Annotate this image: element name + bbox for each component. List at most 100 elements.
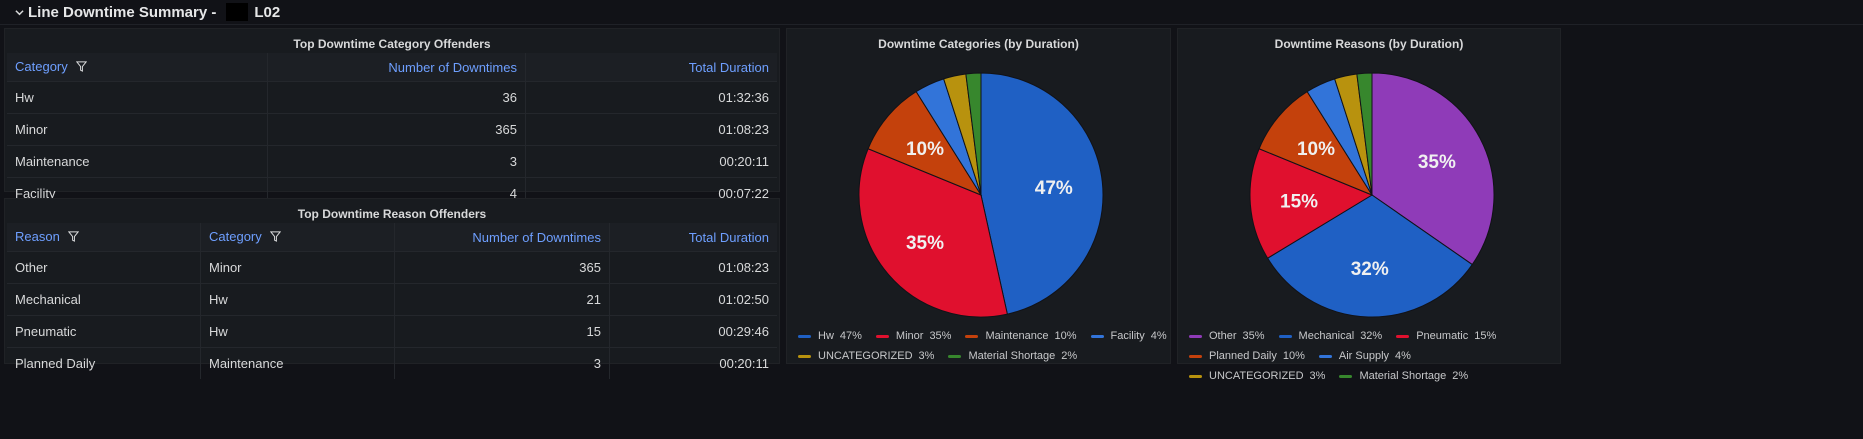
slice-label: 35%	[906, 233, 944, 254]
legend-swatch	[1090, 334, 1104, 338]
downtime-categories-panel: Downtime Categories (by Duration) 47% 35%…	[786, 28, 1171, 364]
pie-slice-material-shortage[interactable]	[965, 72, 982, 196]
legend-label: Facility	[1110, 330, 1145, 342]
column-header-total-duration[interactable]: Total Duration	[609, 223, 777, 252]
legend-percent: 2%	[1061, 350, 1078, 362]
legend-item[interactable]: Mechanical 32%	[1278, 330, 1383, 342]
legend-item[interactable]: Material Shortage 2%	[948, 350, 1077, 362]
table-cell: 21	[394, 283, 610, 316]
legend-percent: 10%	[1054, 330, 1077, 342]
table-header-row: Category Number of Downtimes Total Durat…	[7, 53, 777, 82]
legend-label: UNCATEGORIZED	[818, 350, 913, 362]
table-cell: Planned Daily	[7, 347, 201, 379]
table-row[interactable]: Hw 36 01:32:36	[7, 81, 777, 114]
legend-item[interactable]: Pneumatic 15%	[1396, 330, 1496, 342]
legend-item[interactable]: Facility 4%	[1090, 330, 1167, 342]
slice-label: 47%	[1035, 178, 1073, 199]
column-header-total-duration[interactable]: Total Duration	[525, 53, 777, 82]
legend-item[interactable]: Planned Daily 10%	[1189, 350, 1305, 362]
legend-item[interactable]: Other 35%	[1189, 330, 1265, 342]
downtime-reasons-panel: Downtime Reasons (by Duration) 35% 32% 15%…	[1177, 28, 1561, 382]
table-row[interactable]: Minor 365 01:08:23	[7, 113, 777, 146]
pie-slice-planned-daily[interactable]	[1258, 90, 1374, 197]
table-cell: Pneumatic	[7, 315, 201, 348]
legend-item[interactable]: UNCATEGORIZED 3%	[1189, 370, 1325, 382]
table-cell: 00:29:46	[609, 315, 777, 348]
panel-title: Top Downtime Reason Offenders	[297, 207, 487, 221]
legend-swatch	[965, 334, 979, 338]
table-cell: Maintenance	[7, 145, 268, 178]
column-header-number-of-downtimes[interactable]: Number of Downtimes	[267, 53, 526, 82]
legend-item[interactable]: Hw 47%	[798, 330, 862, 342]
filter-icon[interactable]	[270, 230, 282, 245]
column-header-reason[interactable]: Reason	[7, 223, 201, 252]
slice-label: 32%	[1351, 259, 1389, 280]
pie-slice-maintenance[interactable]	[867, 90, 983, 197]
legend-categories: Hw 47% Minor 35% Maintenance 10% Facility 4% UNC…	[798, 330, 1168, 362]
legend-item[interactable]: UNCATEGORIZED 3%	[798, 350, 934, 362]
table-cell: Mechanical	[7, 283, 201, 316]
table-header-row: Reason Category Number of Downtimes Tota…	[7, 223, 777, 252]
column-header-number-of-downtimes[interactable]: Number of Downtimes	[394, 223, 610, 252]
table-row[interactable]: Other Minor 365 01:08:23	[7, 251, 777, 284]
table-cell: Hw	[200, 315, 395, 348]
legend-percent: 4%	[1395, 350, 1411, 362]
legend-item[interactable]: Minor 35%	[875, 330, 952, 342]
legend-percent: 10%	[1282, 350, 1305, 362]
legend-percent: 3%	[918, 350, 935, 362]
line-name: L02	[254, 3, 281, 21]
legend-label: Minor	[895, 330, 924, 342]
chevron-down-icon[interactable]	[12, 5, 26, 19]
legend-item[interactable]: Maintenance 10%	[965, 330, 1077, 342]
legend-swatch	[875, 334, 889, 338]
table-cell: Maintenance	[200, 347, 395, 379]
pie-slice-material-shortage[interactable]	[1356, 72, 1373, 196]
redacted-box	[226, 3, 249, 21]
pie-slice-other[interactable]	[1371, 72, 1495, 266]
table-row[interactable]: Mechanical Hw 21 01:02:50	[7, 283, 777, 316]
reason-offenders-panel: Top Downtime Reason Offenders Reason Cat…	[4, 198, 780, 379]
column-header-category[interactable]: Category	[200, 223, 395, 252]
legend-swatch	[1189, 334, 1202, 338]
table-cell: Hw	[200, 283, 395, 316]
pie-slice-pneumatic[interactable]	[1249, 148, 1374, 259]
legend-item[interactable]: Air Supply 4%	[1318, 350, 1411, 362]
legend-item[interactable]: Material Shortage 2%	[1339, 370, 1468, 382]
table-cell: 3	[267, 145, 526, 178]
table-cell: 01:02:50	[609, 283, 777, 316]
filter-icon[interactable]	[68, 230, 80, 245]
row-header[interactable]: Line Downtime Summary - L02	[0, 0, 1863, 25]
legend-label: Pneumatic	[1416, 330, 1469, 342]
legend-percent: 3%	[1309, 370, 1326, 382]
legend-label: Mechanical	[1298, 330, 1355, 342]
table-row[interactable]: Pneumatic Hw 15 00:29:46	[7, 315, 777, 348]
legend-percent: 32%	[1360, 330, 1383, 342]
table-cell: 01:08:23	[609, 251, 777, 284]
legend-label: Air Supply	[1338, 350, 1390, 362]
legend-label: Other	[1209, 330, 1237, 342]
table-cell: 365	[267, 113, 526, 146]
slice-label: 15%	[1280, 192, 1318, 213]
column-header-category[interactable]: Category	[7, 53, 268, 82]
table-row[interactable]: Planned Daily Maintenance 3 00:20:11	[7, 347, 777, 379]
reason-table: Reason Category Number of Downtimes Tota…	[7, 223, 777, 379]
legend-label: Maintenance	[985, 330, 1049, 342]
legend-percent: 35%	[929, 330, 952, 342]
legend-swatch	[798, 334, 811, 338]
filter-icon[interactable]	[76, 60, 88, 75]
category-offenders-panel: Top Downtime Category Offenders Category…	[4, 28, 780, 209]
legend-label: UNCATEGORIZED	[1209, 370, 1304, 382]
table-cell: 01:08:23	[525, 113, 777, 146]
table-row[interactable]: Maintenance 3 00:20:11	[7, 145, 777, 178]
pie-slice-hw[interactable]	[980, 72, 1104, 315]
pie-chart-categories: 47% 35% 10%	[858, 72, 1104, 318]
table-cell: Other	[7, 251, 201, 284]
table-cell: 01:32:36	[525, 81, 777, 114]
panel-title: Downtime Reasons (by Duration)	[1274, 37, 1464, 51]
legend-label: Hw	[818, 330, 834, 342]
table-cell: 3	[394, 347, 610, 379]
pie-slice-mechanical[interactable]	[1266, 194, 1473, 318]
panel-title: Downtime Categories (by Duration)	[878, 37, 1079, 51]
legend-reasons: Other 35% Mechanical 32% Pneumatic 15% Planned…	[1189, 330, 1559, 382]
legend-swatch	[798, 354, 811, 358]
